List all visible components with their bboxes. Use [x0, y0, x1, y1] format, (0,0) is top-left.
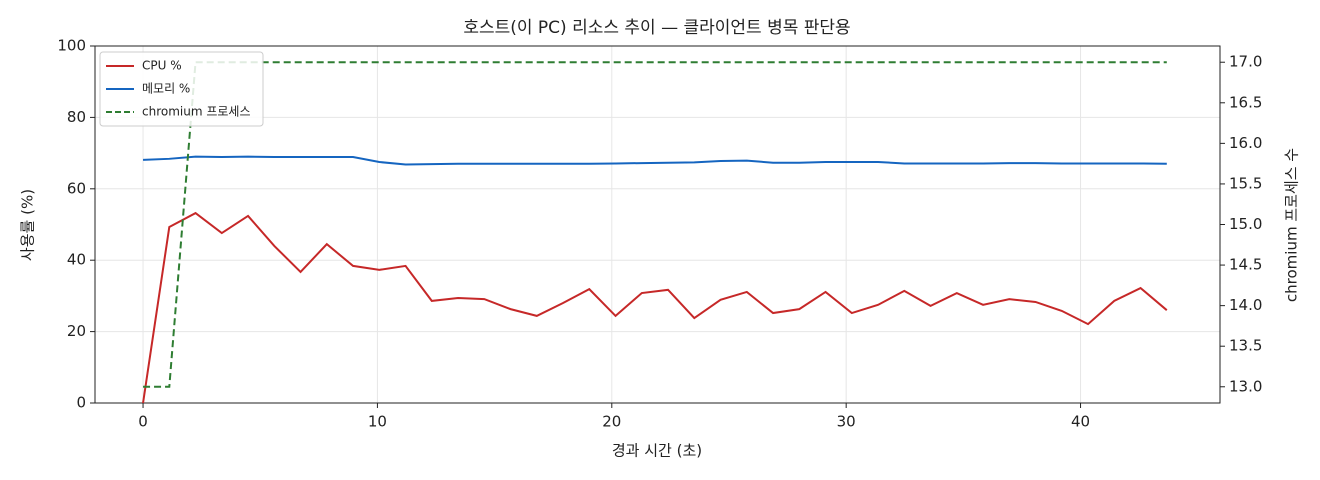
x-tick-label: 10	[368, 413, 387, 431]
series-line	[143, 155, 1167, 166]
x-axis-label: 경과 시간 (초)	[612, 442, 702, 460]
series-line	[143, 61, 1167, 388]
y2-tick-label: 16.5	[1229, 93, 1262, 111]
y-tick-label: 100	[57, 37, 86, 55]
legend-label: 메모리 %	[142, 82, 190, 96]
chart-title: 호스트(이 PC) 리소스 추이 — 클라이언트 병목 판단용	[463, 18, 850, 38]
plot-frame	[94, 45, 1221, 404]
x-tick-label: 20	[602, 413, 621, 431]
y2-tick-label: 15.5	[1229, 174, 1262, 192]
legend-label: CPU %	[142, 59, 182, 73]
y-tick-label: 20	[67, 322, 86, 340]
y-tick-label: 0	[76, 394, 86, 412]
y2-tick-label: 14.5	[1229, 256, 1262, 274]
y2-tick-label: 14.0	[1229, 296, 1262, 314]
y-axis-label: 사용률 (%)	[19, 189, 37, 261]
series-line	[142, 211, 1168, 404]
y2-tick-label: 15.0	[1229, 215, 1262, 233]
y2-tick-label: 17.0	[1229, 53, 1262, 71]
legend-label: chromium 프로세스	[142, 105, 251, 119]
y-tick-label: 40	[67, 251, 86, 269]
x-tick-label: 40	[1071, 413, 1090, 431]
y-tick-label: 80	[67, 108, 86, 126]
x-tick-label: 0	[138, 413, 148, 431]
x-tick-label: 30	[837, 413, 856, 431]
y2-tick-label: 13.0	[1229, 377, 1262, 395]
y2-tick-label: 13.5	[1229, 337, 1262, 355]
y2-tick-label: 16.0	[1229, 134, 1262, 152]
legend-box	[99, 51, 264, 127]
y-tick-label: 60	[67, 179, 86, 197]
y2-axis-label: chromium 프로세스 수	[1283, 148, 1301, 302]
